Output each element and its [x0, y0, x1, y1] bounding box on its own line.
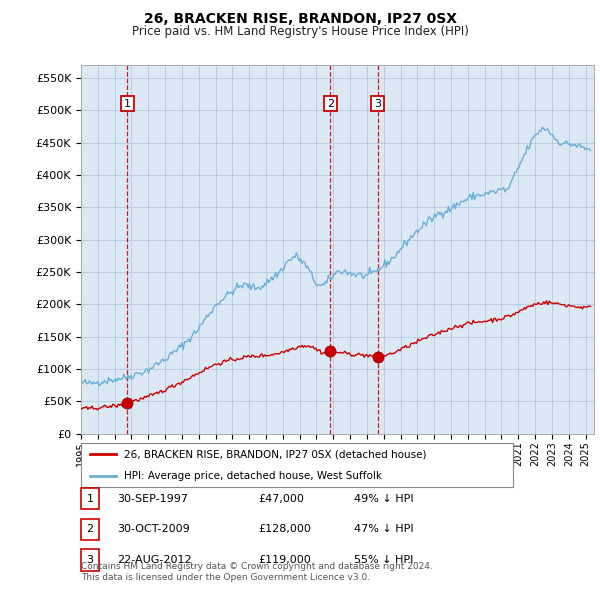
Text: 22-AUG-2012: 22-AUG-2012: [117, 555, 191, 565]
Text: £119,000: £119,000: [258, 555, 311, 565]
Text: 26, BRACKEN RISE, BRANDON, IP27 0SX (detached house): 26, BRACKEN RISE, BRANDON, IP27 0SX (det…: [124, 450, 427, 460]
Text: 2: 2: [327, 99, 334, 109]
Text: 47% ↓ HPI: 47% ↓ HPI: [354, 525, 413, 534]
Text: £128,000: £128,000: [258, 525, 311, 534]
Text: HPI: Average price, detached house, West Suffolk: HPI: Average price, detached house, West…: [124, 471, 382, 481]
Text: 30-SEP-1997: 30-SEP-1997: [117, 494, 188, 503]
Text: Price paid vs. HM Land Registry's House Price Index (HPI): Price paid vs. HM Land Registry's House …: [131, 25, 469, 38]
Text: 3: 3: [374, 99, 381, 109]
Text: 1: 1: [124, 99, 131, 109]
Text: 1: 1: [86, 494, 94, 503]
Text: Contains HM Land Registry data © Crown copyright and database right 2024.
This d: Contains HM Land Registry data © Crown c…: [81, 562, 433, 582]
Text: 3: 3: [86, 555, 94, 565]
Text: 26, BRACKEN RISE, BRANDON, IP27 0SX: 26, BRACKEN RISE, BRANDON, IP27 0SX: [143, 12, 457, 26]
Text: 49% ↓ HPI: 49% ↓ HPI: [354, 494, 413, 503]
Text: 2: 2: [86, 525, 94, 534]
Text: 55% ↓ HPI: 55% ↓ HPI: [354, 555, 413, 565]
Text: 30-OCT-2009: 30-OCT-2009: [117, 525, 190, 534]
Text: £47,000: £47,000: [258, 494, 304, 503]
